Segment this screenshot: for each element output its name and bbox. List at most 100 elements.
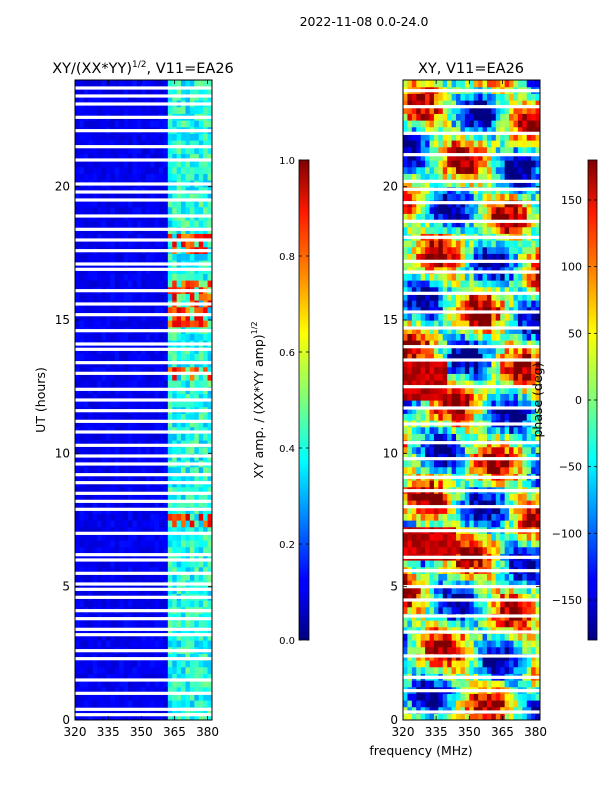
phase-heat-cell (420, 460, 426, 468)
amplitude-heat-cell (167, 200, 173, 208)
phase-heat-cell (531, 400, 537, 408)
amplitude-heat-cell (132, 106, 138, 114)
amplitude-heat-cell (79, 673, 85, 681)
phase-heat-cell (504, 573, 510, 581)
amplitude-heat-cell (92, 153, 98, 161)
phase-heat-cell (517, 713, 523, 720)
phase-heat-cell (438, 546, 444, 554)
amplitude-heat-cell (189, 280, 195, 288)
phase-heat-cell (451, 580, 457, 588)
amplitude-heat-cell (158, 393, 164, 401)
amplitude-heat-cell (203, 313, 209, 321)
amplitude-heat-cell (132, 486, 138, 494)
amplitude-heat-cell (110, 273, 116, 281)
amplitude-heat-cell (150, 293, 156, 301)
amplitude-heat-cell (136, 493, 142, 501)
amplitude-heat-cell (203, 540, 209, 548)
phase-heat-cell (504, 380, 510, 388)
phase-heat-cell (473, 580, 479, 588)
amplitude-heat-cell (101, 473, 107, 481)
phase-heat-cell (460, 426, 466, 434)
amplitude-heat-cell (141, 700, 147, 708)
phase-heat-cell (451, 340, 457, 348)
amplitude-heat-cell (92, 660, 98, 668)
amplitude-heat-cell (203, 446, 209, 454)
amplitude-heat-cell (136, 186, 142, 194)
amplitude-heat-cell (92, 173, 98, 181)
amplitude-heat-cell (88, 253, 94, 261)
amplitude-heat-cell (194, 486, 200, 494)
amplitude-heat-cell (123, 426, 129, 434)
amplitude-heat-cell (172, 546, 178, 554)
amplitude-heat-cell (203, 566, 209, 574)
phase-heat-cell (491, 713, 497, 720)
amplitude-heat-cell (172, 293, 178, 301)
phase-heat-cell (469, 360, 475, 368)
amplitude-heat-cell (163, 540, 169, 548)
amplitude-heat-cell (185, 393, 191, 401)
phase-heat-cell (407, 386, 413, 394)
phase-heat-cell (513, 500, 519, 508)
phase-heat-cell (504, 606, 510, 614)
amplitude-heat-cell (194, 653, 200, 661)
phase-heat-cell (482, 540, 488, 548)
amplitude-flagged-row (75, 267, 212, 271)
amplitude-heat-cell (110, 433, 116, 441)
amplitude-heat-cell (189, 293, 195, 301)
amplitude-heat-cell (132, 293, 138, 301)
amplitude-heat-cell (75, 313, 81, 321)
amplitude-heat-cell (97, 166, 103, 174)
phase-heat-cell (531, 660, 537, 668)
amplitude-heat-cell (92, 546, 98, 554)
phase-heat-cell (407, 326, 413, 334)
amplitude-heat-cell (185, 466, 191, 474)
amplitude-heat-cell (88, 233, 94, 241)
phase-heat-cell (442, 520, 448, 528)
amplitude-heat-cell (167, 280, 173, 288)
phase-heat-cell (403, 360, 409, 368)
phase-heat-cell (473, 360, 479, 368)
amplitude-heat-cell (176, 420, 182, 428)
amplitude-heat-cell (167, 153, 173, 161)
phase-heat-cell (504, 433, 510, 441)
phase-heat-cell (509, 506, 515, 514)
amplitude-heat-cell (114, 660, 120, 668)
phase-heat-cell (495, 506, 501, 514)
phase-heat-cell (517, 460, 523, 468)
phase-heat-cell (438, 406, 444, 414)
phase-heat-cell (442, 386, 448, 394)
phase-heat-cell (420, 593, 426, 601)
amplitude-heat-cell (154, 133, 160, 141)
phase-heat-cell (491, 460, 497, 468)
phase-heat-cell (464, 500, 470, 508)
phase-heat-cell (478, 593, 484, 601)
amplitude-heat-cell (145, 513, 151, 521)
amplitude-flagged-row (75, 430, 212, 434)
amplitude-heat-cell (110, 280, 116, 288)
phase-heat-cell (500, 340, 506, 348)
amplitude-heat-cell (198, 373, 204, 381)
phase-heat-cell (438, 560, 444, 568)
amplitude-heat-cell (110, 680, 116, 688)
phase-heat-cell (429, 466, 435, 474)
phase-heat-cell (420, 606, 426, 614)
phase-heat-cell (403, 460, 409, 468)
amplitude-heat-cell (150, 393, 156, 401)
phase-heat-cell (403, 620, 409, 628)
amplitude-heat-cell (114, 366, 120, 374)
phase-heat-cell (442, 593, 448, 601)
amplitude-heat-cell (172, 533, 178, 541)
phase-heat-cell (509, 453, 515, 461)
amplitude-heat-cell (92, 233, 98, 241)
amplitude-heat-cell (167, 133, 173, 141)
phase-heat-cell (416, 340, 422, 348)
phase-heat-cell (495, 400, 501, 408)
amplitude-heat-cell (158, 473, 164, 481)
amplitude-heat-cell (79, 240, 85, 248)
amplitude-heat-cell (101, 146, 107, 154)
amplitude-heat-cell (75, 686, 81, 694)
amplitude-heat-cell (181, 666, 187, 674)
phase-heat-cell (411, 406, 417, 414)
amplitude-heat-cell (79, 293, 85, 301)
phase-heat-cell (526, 413, 532, 421)
